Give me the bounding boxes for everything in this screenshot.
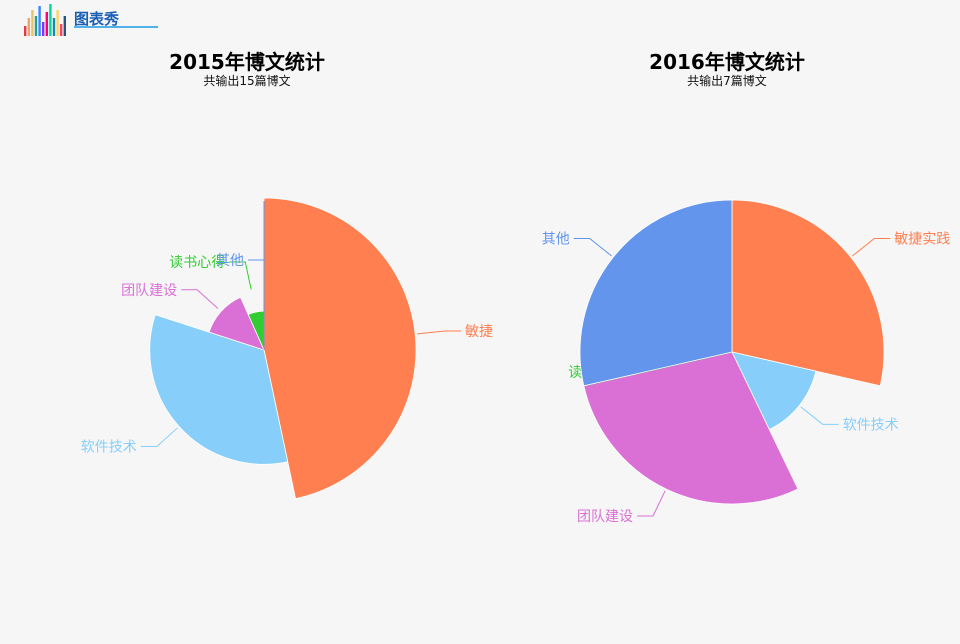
chart-title: 2016年博文统计 [649, 50, 805, 74]
slice-label: 软件技术 [843, 417, 899, 433]
logo-bars-icon [24, 4, 66, 36]
chart-subtitle: 共输出15篇博文 [203, 74, 291, 88]
logo-underline [74, 26, 158, 28]
label-leader-line [800, 406, 839, 425]
slice-label: 敏捷实践 [465, 324, 494, 340]
rose-slice[interactable] [579, 199, 733, 387]
logo-bar [45, 12, 48, 36]
rose-slice[interactable] [731, 199, 885, 387]
label-leader-line [573, 238, 612, 257]
logo-bar [56, 10, 59, 36]
label-leader-line [181, 289, 219, 309]
rose-slice[interactable] [263, 197, 417, 500]
logo-bar [31, 10, 34, 36]
app-logo: 图表秀 [24, 2, 158, 36]
logo-bar [63, 16, 66, 36]
slice-label: 团队建设 [121, 283, 177, 299]
logo-bar [24, 26, 27, 36]
slice-label: 读书心得 [169, 254, 225, 271]
chart-2016: 2016年博文统计 共输出7篇博文 敏捷实践软件技术团队建设读书心得其他 [494, 0, 960, 644]
slice-label: 其他 [216, 253, 244, 269]
logo-bar [27, 18, 30, 36]
slice-label: 敏捷实践 [894, 232, 950, 248]
logo-bar [60, 24, 63, 36]
label-leader-line [852, 238, 891, 257]
rose-slice[interactable] [583, 351, 799, 505]
logo-bar [42, 22, 45, 36]
logo-bar [49, 4, 52, 36]
label-leader-line [417, 330, 462, 335]
slice-label: 团队建设 [577, 509, 633, 525]
rose-chart-2016: 敏捷实践软件技术团队建设读书心得其他 [542, 199, 950, 525]
rose-slice[interactable] [149, 314, 289, 465]
rose-slice[interactable] [731, 351, 817, 431]
chart-subtitle: 共输出7篇博文 [687, 74, 767, 88]
slice-label: 其他 [542, 232, 570, 248]
rose-slice[interactable] [208, 296, 265, 351]
logo-bar [38, 6, 41, 36]
label-leader-line [229, 261, 252, 290]
logo-bar [52, 18, 56, 36]
logo-text: 图表秀 [74, 10, 120, 28]
label-leader-line [140, 427, 178, 448]
label-leader-line [248, 259, 265, 288]
logo-bar [34, 16, 38, 36]
slice-label: 软件技术 [81, 440, 137, 456]
chart-title: 2015年博文统计 [169, 50, 325, 74]
label-leader-line [637, 490, 666, 517]
